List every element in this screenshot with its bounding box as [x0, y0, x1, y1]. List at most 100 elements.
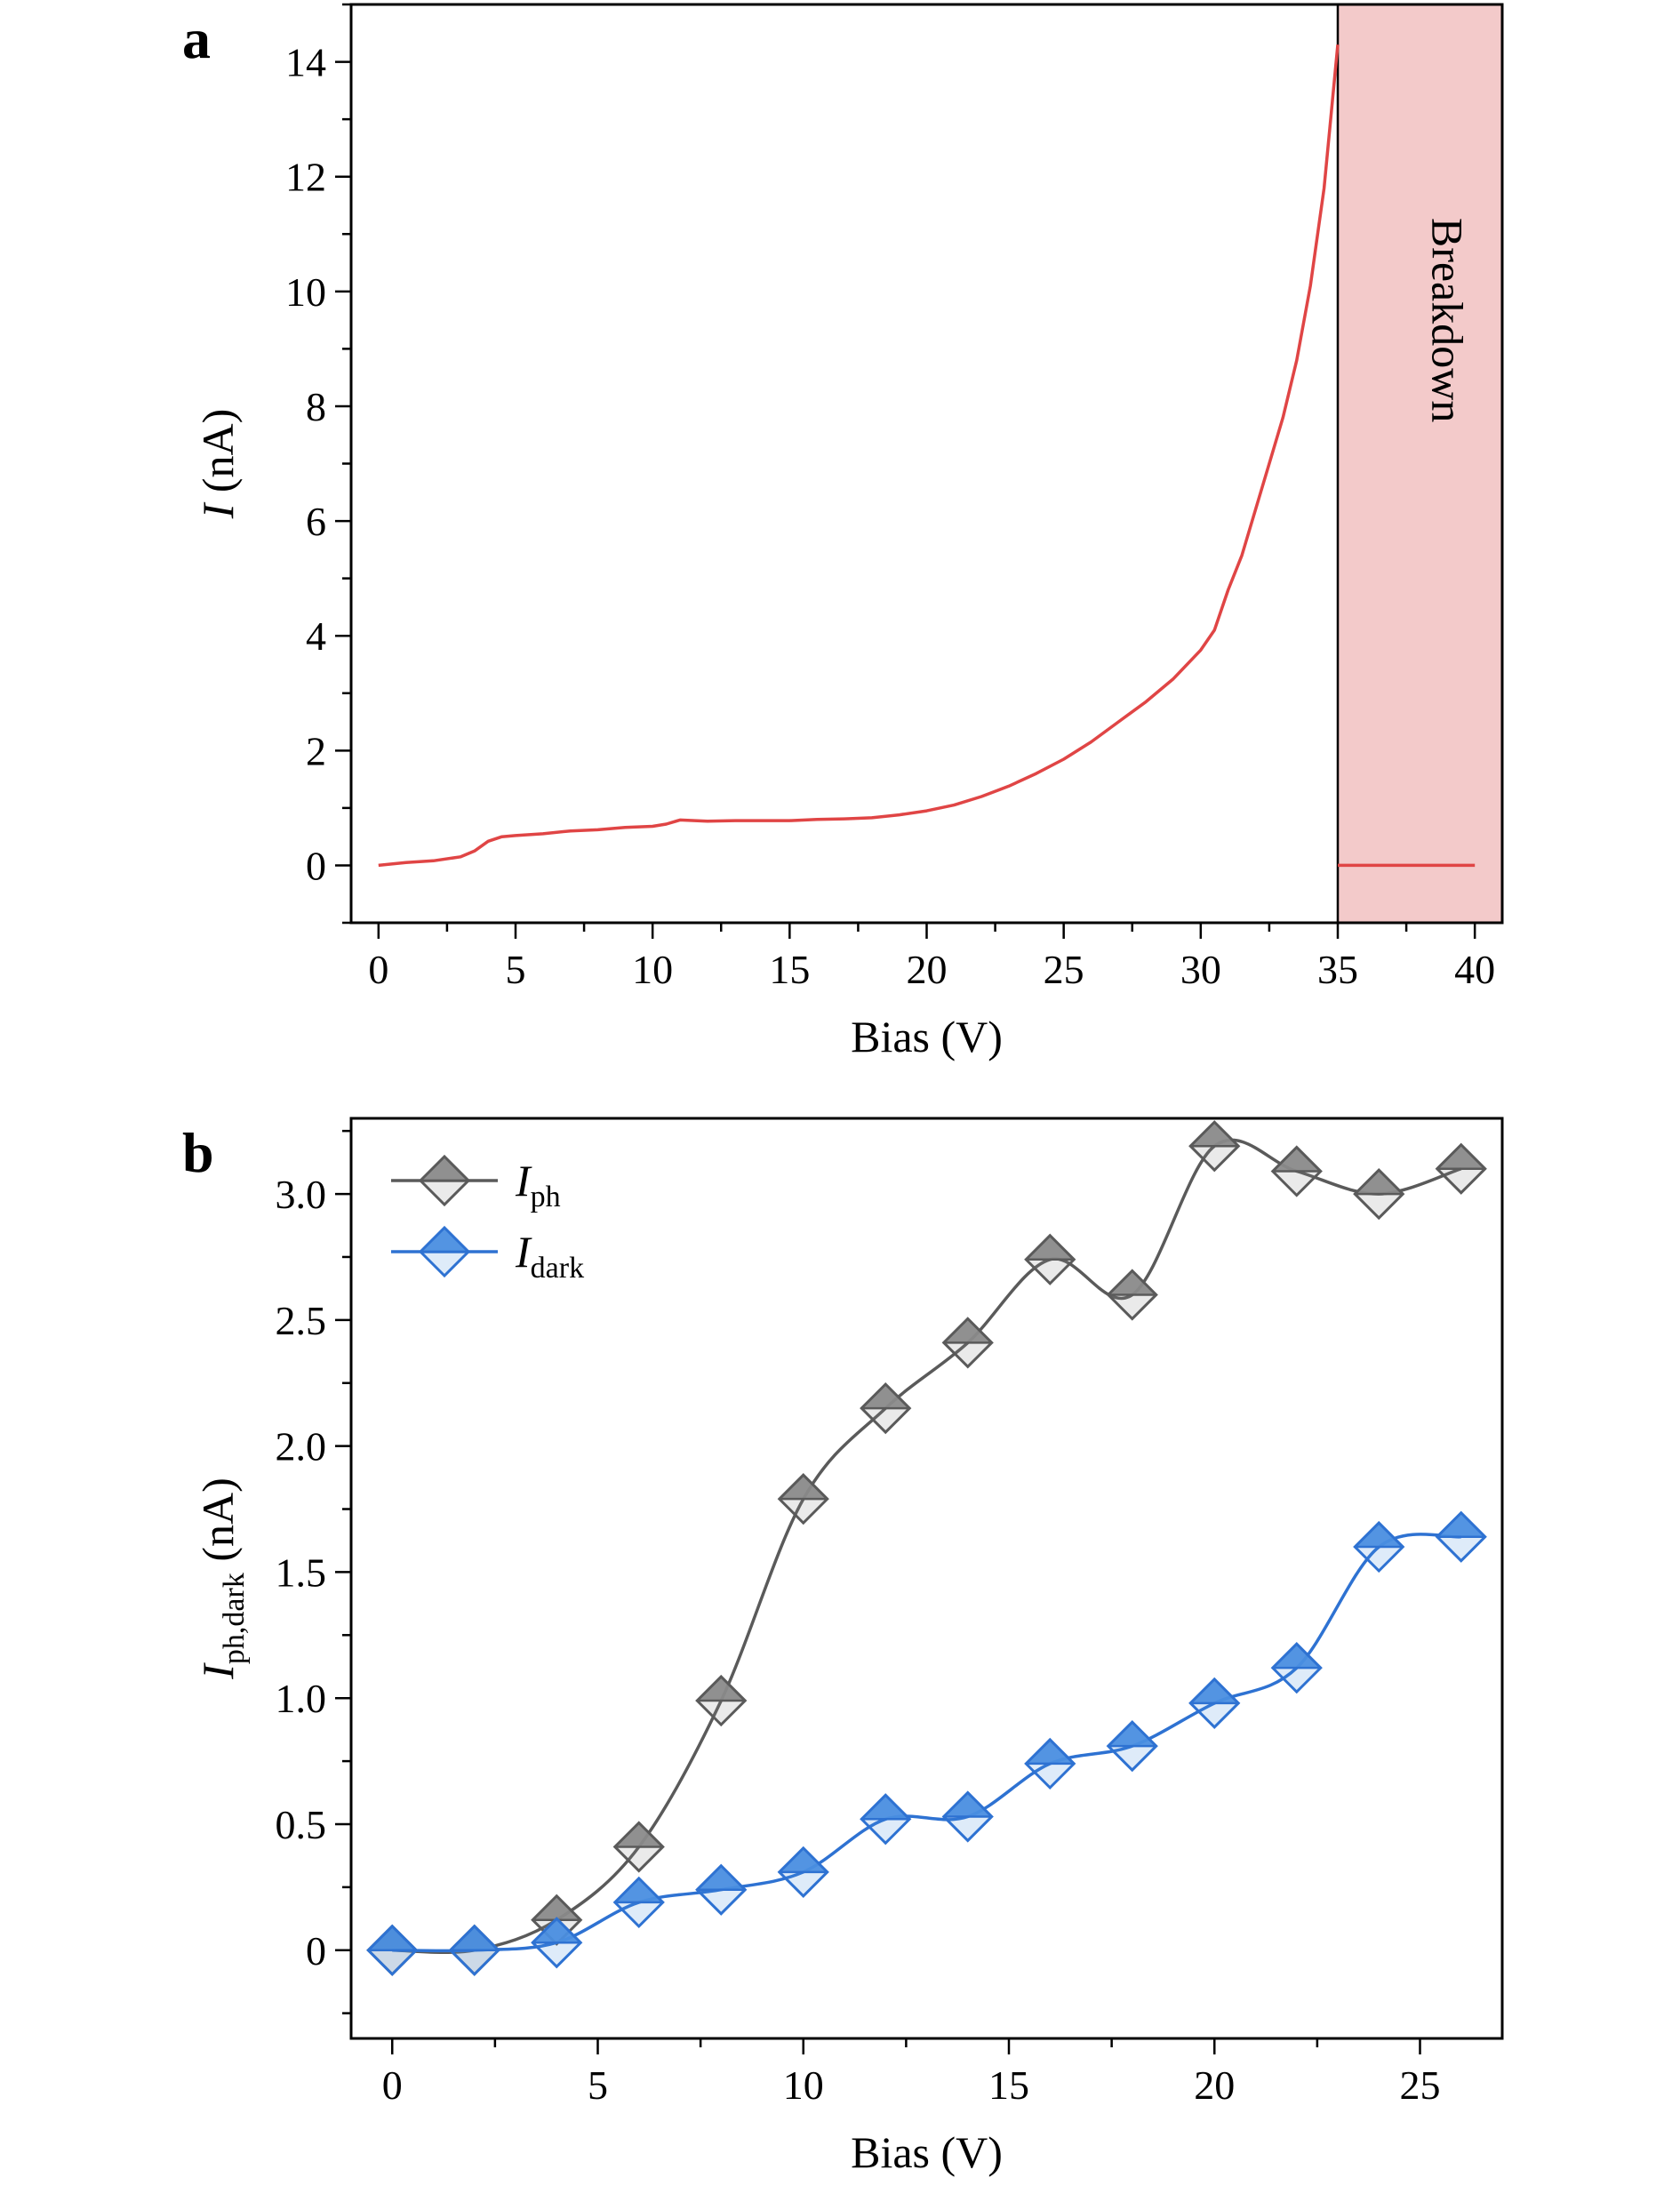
- marker-upper-half: [1108, 1722, 1156, 1747]
- data-point-ph-26: [1435, 1142, 1487, 1195]
- x-tick-label: 0: [368, 947, 388, 992]
- y-tick-label: 1.5: [276, 1549, 327, 1595]
- marker-upper-half: [1355, 1170, 1404, 1195]
- y-tick-label: 2.5: [276, 1298, 327, 1343]
- marker-lower-half: [1272, 1668, 1321, 1693]
- data-point-dark-14: [941, 1790, 994, 1843]
- legend-item-dark: Idark: [391, 1225, 584, 1285]
- marker-lower-half: [450, 1950, 499, 1974]
- marker-upper-half: [420, 1157, 468, 1181]
- legend-symbol: I: [515, 1156, 532, 1205]
- marker-upper-half: [1436, 1512, 1485, 1537]
- current-line-0: [378, 44, 1340, 868]
- data-point-dark-2: [448, 1924, 500, 1976]
- marker-lower-half: [861, 1408, 910, 1433]
- x-tick-label: 40: [1454, 947, 1495, 992]
- legend-label: Idark: [515, 1227, 584, 1285]
- y-tick-label: 12: [285, 155, 326, 200]
- marker-lower-half: [943, 1816, 992, 1841]
- y-tick-label: 4: [306, 613, 326, 659]
- data-point-dark-22: [1270, 1642, 1323, 1694]
- data-point-ph-18: [1106, 1269, 1158, 1321]
- data-point-dark-24: [1353, 1520, 1405, 1573]
- marker-lower-half: [420, 1252, 468, 1276]
- marker-lower-half: [943, 1342, 992, 1367]
- y-axis-title: Iph,dark (nA): [193, 1477, 251, 1680]
- marker-lower-half: [1108, 1294, 1156, 1319]
- panel-label: a: [182, 7, 211, 70]
- data-point-dark-18: [1106, 1719, 1158, 1773]
- marker-lower-half: [368, 1950, 417, 1974]
- marker-upper-half: [779, 1847, 828, 1872]
- y-tick-label: 14: [285, 40, 326, 85]
- marker-upper-half: [779, 1475, 828, 1500]
- marker-upper-half: [943, 1792, 992, 1817]
- marker-lower-half: [532, 1942, 581, 1967]
- y-tick-label: 0.5: [276, 1802, 327, 1847]
- data-point-ph-24: [1353, 1167, 1405, 1221]
- y-axis-symbol: I: [193, 501, 243, 519]
- data-point-ph-20: [1188, 1120, 1241, 1173]
- plot-frame: [349, 1117, 1504, 2040]
- marker-upper-half: [861, 1384, 910, 1409]
- series-ph: [366, 1120, 1487, 1976]
- marker-upper-half: [614, 1822, 663, 1847]
- marker-upper-half: [861, 1795, 910, 1820]
- y-axis-unit: (nA): [193, 1477, 243, 1573]
- x-tick-label: 30: [1180, 947, 1221, 992]
- x-tick-label: 25: [1400, 2062, 1441, 2108]
- marker-lower-half: [1436, 1168, 1485, 1193]
- series-dark: [366, 1510, 1487, 1976]
- marker-lower-half: [450, 1950, 499, 1974]
- marker-lower-half: [420, 1181, 468, 1205]
- data-point-ph-12: [860, 1381, 912, 1435]
- y-tick-label: 8: [306, 384, 326, 429]
- marker-upper-half: [532, 1895, 581, 1920]
- y-tick-label: 2: [306, 728, 326, 773]
- y-tick-label: 0: [306, 1928, 326, 1974]
- marker-lower-half: [614, 1902, 663, 1926]
- marker-upper-half: [943, 1318, 992, 1343]
- y-axis-unit: (nA): [193, 409, 243, 504]
- y-tick-label: 6: [306, 499, 326, 544]
- marker-upper-half: [1190, 1678, 1239, 1703]
- legend-symbol: I: [515, 1227, 532, 1277]
- data-point-ph-8: [695, 1674, 748, 1727]
- x-tick-label: 15: [769, 947, 810, 992]
- y-axis-title: I (nA): [193, 409, 243, 520]
- marker-lower-half: [1190, 1146, 1239, 1171]
- marker-upper-half: [532, 1918, 581, 1943]
- legend-item-ph: Iph: [391, 1154, 561, 1213]
- marker-lower-half: [1026, 1763, 1075, 1788]
- data-point-dark-26: [1435, 1510, 1487, 1563]
- marker-lower-half: [779, 1871, 828, 1896]
- marker-upper-half: [1272, 1147, 1321, 1172]
- marker-upper-half: [1108, 1270, 1156, 1295]
- legend-marker: [418, 1225, 471, 1278]
- data-point-dark-0: [366, 1924, 419, 1976]
- y-tick-label: 0: [306, 843, 326, 888]
- series-line-dark: [392, 1533, 1462, 1953]
- y-axis-subscript: ph,dark: [218, 1573, 251, 1664]
- marker-lower-half: [861, 1819, 910, 1844]
- y-axis-symbol: I: [193, 1662, 243, 1680]
- chart-panel-b: 0 5 10 15 20 25 0 0.5 1.0 1.5 2.0 2.5 3.0 Bias (V) Iph…: [182, 1117, 1504, 2177]
- data-point-dark-6: [612, 1876, 665, 1928]
- x-tick-label: 10: [783, 2062, 824, 2108]
- marker-lower-half: [697, 1701, 746, 1726]
- x-tick-label: 35: [1317, 947, 1358, 992]
- marker-lower-half: [1355, 1547, 1404, 1572]
- x-tick-label: 5: [588, 2062, 608, 2108]
- marker-lower-half: [1190, 1702, 1239, 1727]
- marker-lower-half: [614, 1846, 663, 1871]
- marker-upper-half: [697, 1865, 746, 1890]
- marker-lower-half: [1355, 1194, 1404, 1219]
- marker-upper-half: [1190, 1122, 1239, 1147]
- data-point-dark-10: [777, 1846, 829, 1898]
- marker-upper-half: [368, 1926, 417, 1950]
- x-tick-label: 0: [382, 2062, 403, 2108]
- marker-lower-half: [1026, 1259, 1075, 1284]
- data-point-ph-10: [777, 1473, 829, 1525]
- chart-panel-a: Breakdown 0 5 10 15 20 25 30 35 40 0 2 4 6 8 10 12 14 Bias…: [182, 3, 1504, 1061]
